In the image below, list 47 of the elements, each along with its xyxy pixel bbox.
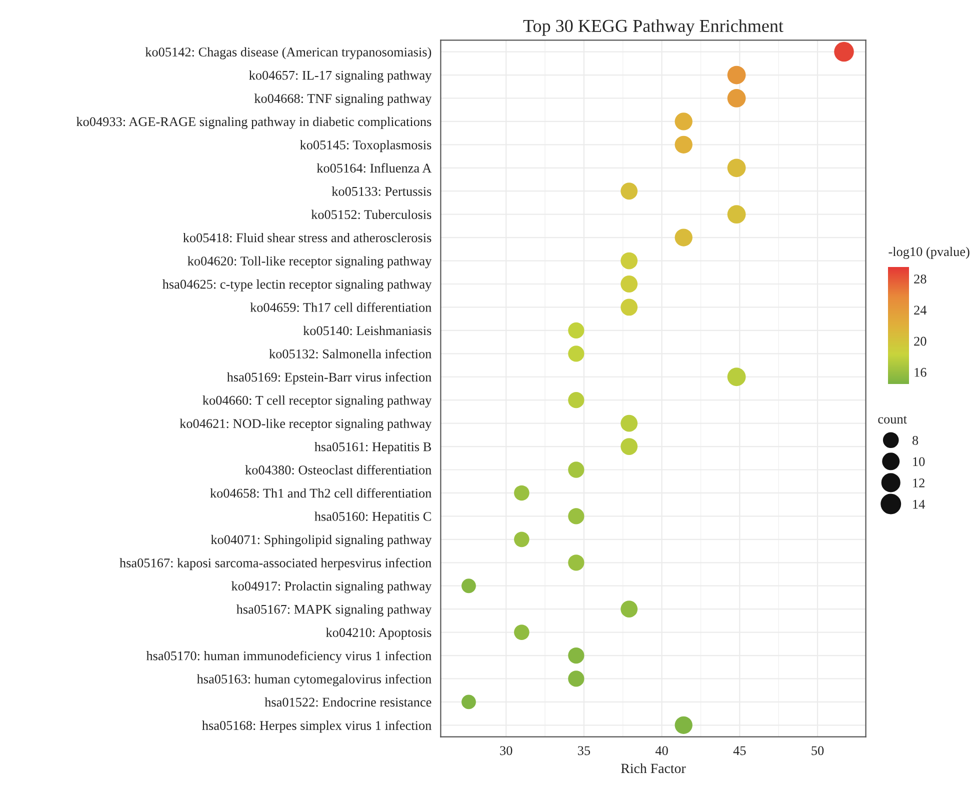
- y-tick-label: ko04071: Sphingolipid signaling pathway: [210, 534, 432, 547]
- y-tick-label: ko05132: Salmonella infection: [269, 348, 432, 358]
- x-tick-label: 40: [655, 746, 668, 756]
- y-tick-label: ko04621: NOD-like receptor signaling pathway: [180, 418, 432, 431]
- color-bar-label: 28: [914, 274, 926, 284]
- y-tick-label: ko05133: Pertussis: [332, 186, 432, 196]
- y-tick-label: ko04657: IL-17 signaling pathway: [249, 70, 432, 82]
- legend-label: 10: [913, 457, 925, 466]
- legend-label: 12: [913, 478, 924, 488]
- y-tick-label: ko05164: Influenza A: [316, 163, 432, 173]
- y-tick-label: ko04933: AGE-RAGE signaling pathway in diabetic complications: [76, 116, 432, 129]
- y-tick-label: ko04620: Toll-like receptor signaling pathway: [188, 256, 432, 268]
- x-tick-label: 35: [578, 746, 590, 756]
- y-tick-label: ko04658: Th1 and Th2 cell differentiation: [210, 488, 432, 498]
- chart-title: Top 30 KEGG Pathway Enrichment: [523, 19, 784, 36]
- color-bar-label: 20: [914, 336, 926, 346]
- legend-title: count: [878, 416, 907, 424]
- y-tick-label: hsa05168: Herpes simplex virus 1 infection: [202, 720, 432, 733]
- y-tick-label: hsa04625: c-type lectin receptor signaling pathway: [162, 279, 432, 292]
- y-tick-label: ko04917: Prolactin signaling pathway: [231, 581, 432, 594]
- y-tick-label: hsa05160: Hepatitis C: [314, 512, 431, 524]
- y-tick-label: hsa05170: human immunodeficiency virus 1 infection: [146, 650, 432, 664]
- y-tick-label: ko05152: Tuberculosis: [311, 210, 432, 220]
- y-tick-label: ko04380: Osteoclast differentiation: [245, 465, 432, 475]
- y-tick-label: ko05140: Leishmaniasis: [303, 326, 432, 336]
- color-bar-label: 24: [914, 306, 927, 314]
- y-tick-label: ko04210: Apoptosis: [326, 628, 432, 640]
- y-tick-label: hsa05167: kaposi sarcoma-associated herpesvirus infection: [120, 558, 432, 570]
- x-tick-label: 50: [812, 746, 824, 756]
- x-tick-label: 45: [733, 746, 746, 756]
- y-tick-label: hsa05163: human cytomegalovirus infection: [196, 674, 432, 686]
- legend-label: 8: [912, 436, 918, 445]
- y-tick-label: ko04660: T cell receptor signaling pathway: [202, 396, 432, 408]
- color-bar-label: 16: [914, 368, 926, 377]
- y-tick-label: ko05142: Chagas disease (American trypanosomiasis): [145, 47, 432, 60]
- color-bar-title: -log10 (pvalue): [888, 246, 970, 259]
- legend-label: 14: [913, 500, 925, 509]
- y-tick-label: hsa05161: Hepatitis B: [314, 442, 432, 454]
- x-tick-label: 30: [500, 746, 512, 756]
- y-tick-label: ko04668: TNF signaling pathway: [254, 94, 432, 106]
- y-tick-label: hsa01522: Endocrine resistance: [264, 697, 432, 707]
- y-tick-label: hsa05167: MAPK signaling pathway: [236, 604, 432, 616]
- y-tick-label: ko04659: Th17 cell differentiation: [250, 302, 432, 312]
- y-tick-label: ko05145: Toxoplasmosis: [300, 140, 432, 152]
- y-tick-label: ko05418: Fluid shear stress and atherosclerosis: [183, 232, 432, 242]
- y-tick-label: hsa05169: Epstein-Barr virus infection: [226, 372, 432, 384]
- x-axis-title: Rich Factor: [621, 763, 686, 774]
